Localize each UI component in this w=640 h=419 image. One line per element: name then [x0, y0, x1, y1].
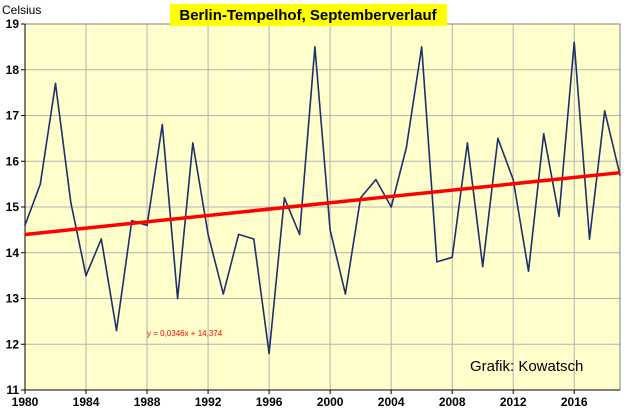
data-point — [619, 174, 621, 176]
data-point — [451, 256, 453, 259]
data-point — [344, 293, 347, 295]
data-point — [314, 46, 316, 48]
data-point — [253, 238, 255, 240]
y-tick-label: 14 — [6, 246, 20, 260]
data-point — [558, 215, 560, 217]
data-point — [466, 142, 469, 144]
series-group — [24, 41, 621, 355]
data-point — [130, 219, 133, 222]
x-tick-label: 2004 — [378, 395, 405, 409]
data-point — [237, 233, 240, 236]
credit-text: Grafik: Kowatsch — [470, 358, 583, 375]
data-point — [146, 224, 148, 227]
x-tick-label: 1984 — [73, 395, 100, 409]
trendline-group — [24, 170, 621, 237]
data-point — [497, 137, 499, 140]
data-point — [268, 352, 270, 355]
data-point — [54, 82, 57, 85]
y-tick-label: 13 — [6, 292, 20, 306]
y-axis-ticks: 11 12 13 14 15 16 17 18 19 — [6, 17, 25, 397]
data-point — [603, 110, 606, 112]
y-axis-label: Celsius — [2, 3, 41, 17]
data-point — [192, 142, 194, 144]
data-point — [405, 146, 408, 149]
x-tick-label: 2008 — [439, 395, 466, 409]
data-point — [481, 265, 484, 268]
data-point — [161, 123, 164, 126]
y-tick-label: 12 — [6, 337, 20, 351]
data-point — [115, 329, 118, 332]
data-point — [207, 233, 209, 236]
x-axis-ticks: 1980 1984 1988 1992 1996 2000 2004 2008 2012 2016 — [12, 390, 588, 409]
trendline-equation: y = 0,0346x + 14,374 — [147, 329, 223, 338]
data-point — [436, 261, 438, 263]
data-point — [298, 233, 301, 236]
data-point — [329, 229, 331, 231]
y-tick-label: 15 — [6, 200, 20, 214]
data-point — [390, 206, 392, 208]
y-tick-label: 16 — [6, 154, 20, 168]
data-point — [69, 201, 72, 204]
temperature-series-line — [24, 41, 621, 355]
y-tick-label: 17 — [6, 109, 20, 123]
x-tick-label: 1988 — [134, 395, 161, 409]
data-point — [375, 178, 377, 181]
y-tick-label: 18 — [6, 63, 20, 77]
data-point — [283, 197, 286, 199]
y-tick-label: 19 — [6, 17, 20, 31]
x-tick-label: 1996 — [256, 395, 283, 409]
trendline — [24, 170, 621, 237]
data-point — [24, 224, 26, 227]
data-point — [85, 274, 87, 277]
data-point — [573, 41, 576, 44]
data-point — [39, 183, 42, 185]
data-point — [512, 178, 515, 181]
data-point — [176, 297, 179, 300]
data-point — [100, 238, 103, 240]
data-point — [222, 293, 225, 295]
x-tick-label: 1980 — [12, 395, 39, 409]
gridlines — [24, 23, 620, 391]
x-tick-label: 2000 — [317, 395, 344, 409]
data-point — [420, 46, 423, 48]
x-tick-label: 2012 — [500, 395, 527, 409]
chart-title: Berlin-Tempelhof, Septemberverlauf — [179, 7, 437, 24]
data-point — [542, 133, 545, 135]
x-tick-label: 2016 — [561, 395, 588, 409]
data-point — [588, 238, 591, 240]
title-highlight — [170, 4, 447, 26]
x-tick-label: 1992 — [195, 395, 222, 409]
y-tick-label: 11 — [6, 383, 19, 397]
data-point — [527, 270, 530, 272]
